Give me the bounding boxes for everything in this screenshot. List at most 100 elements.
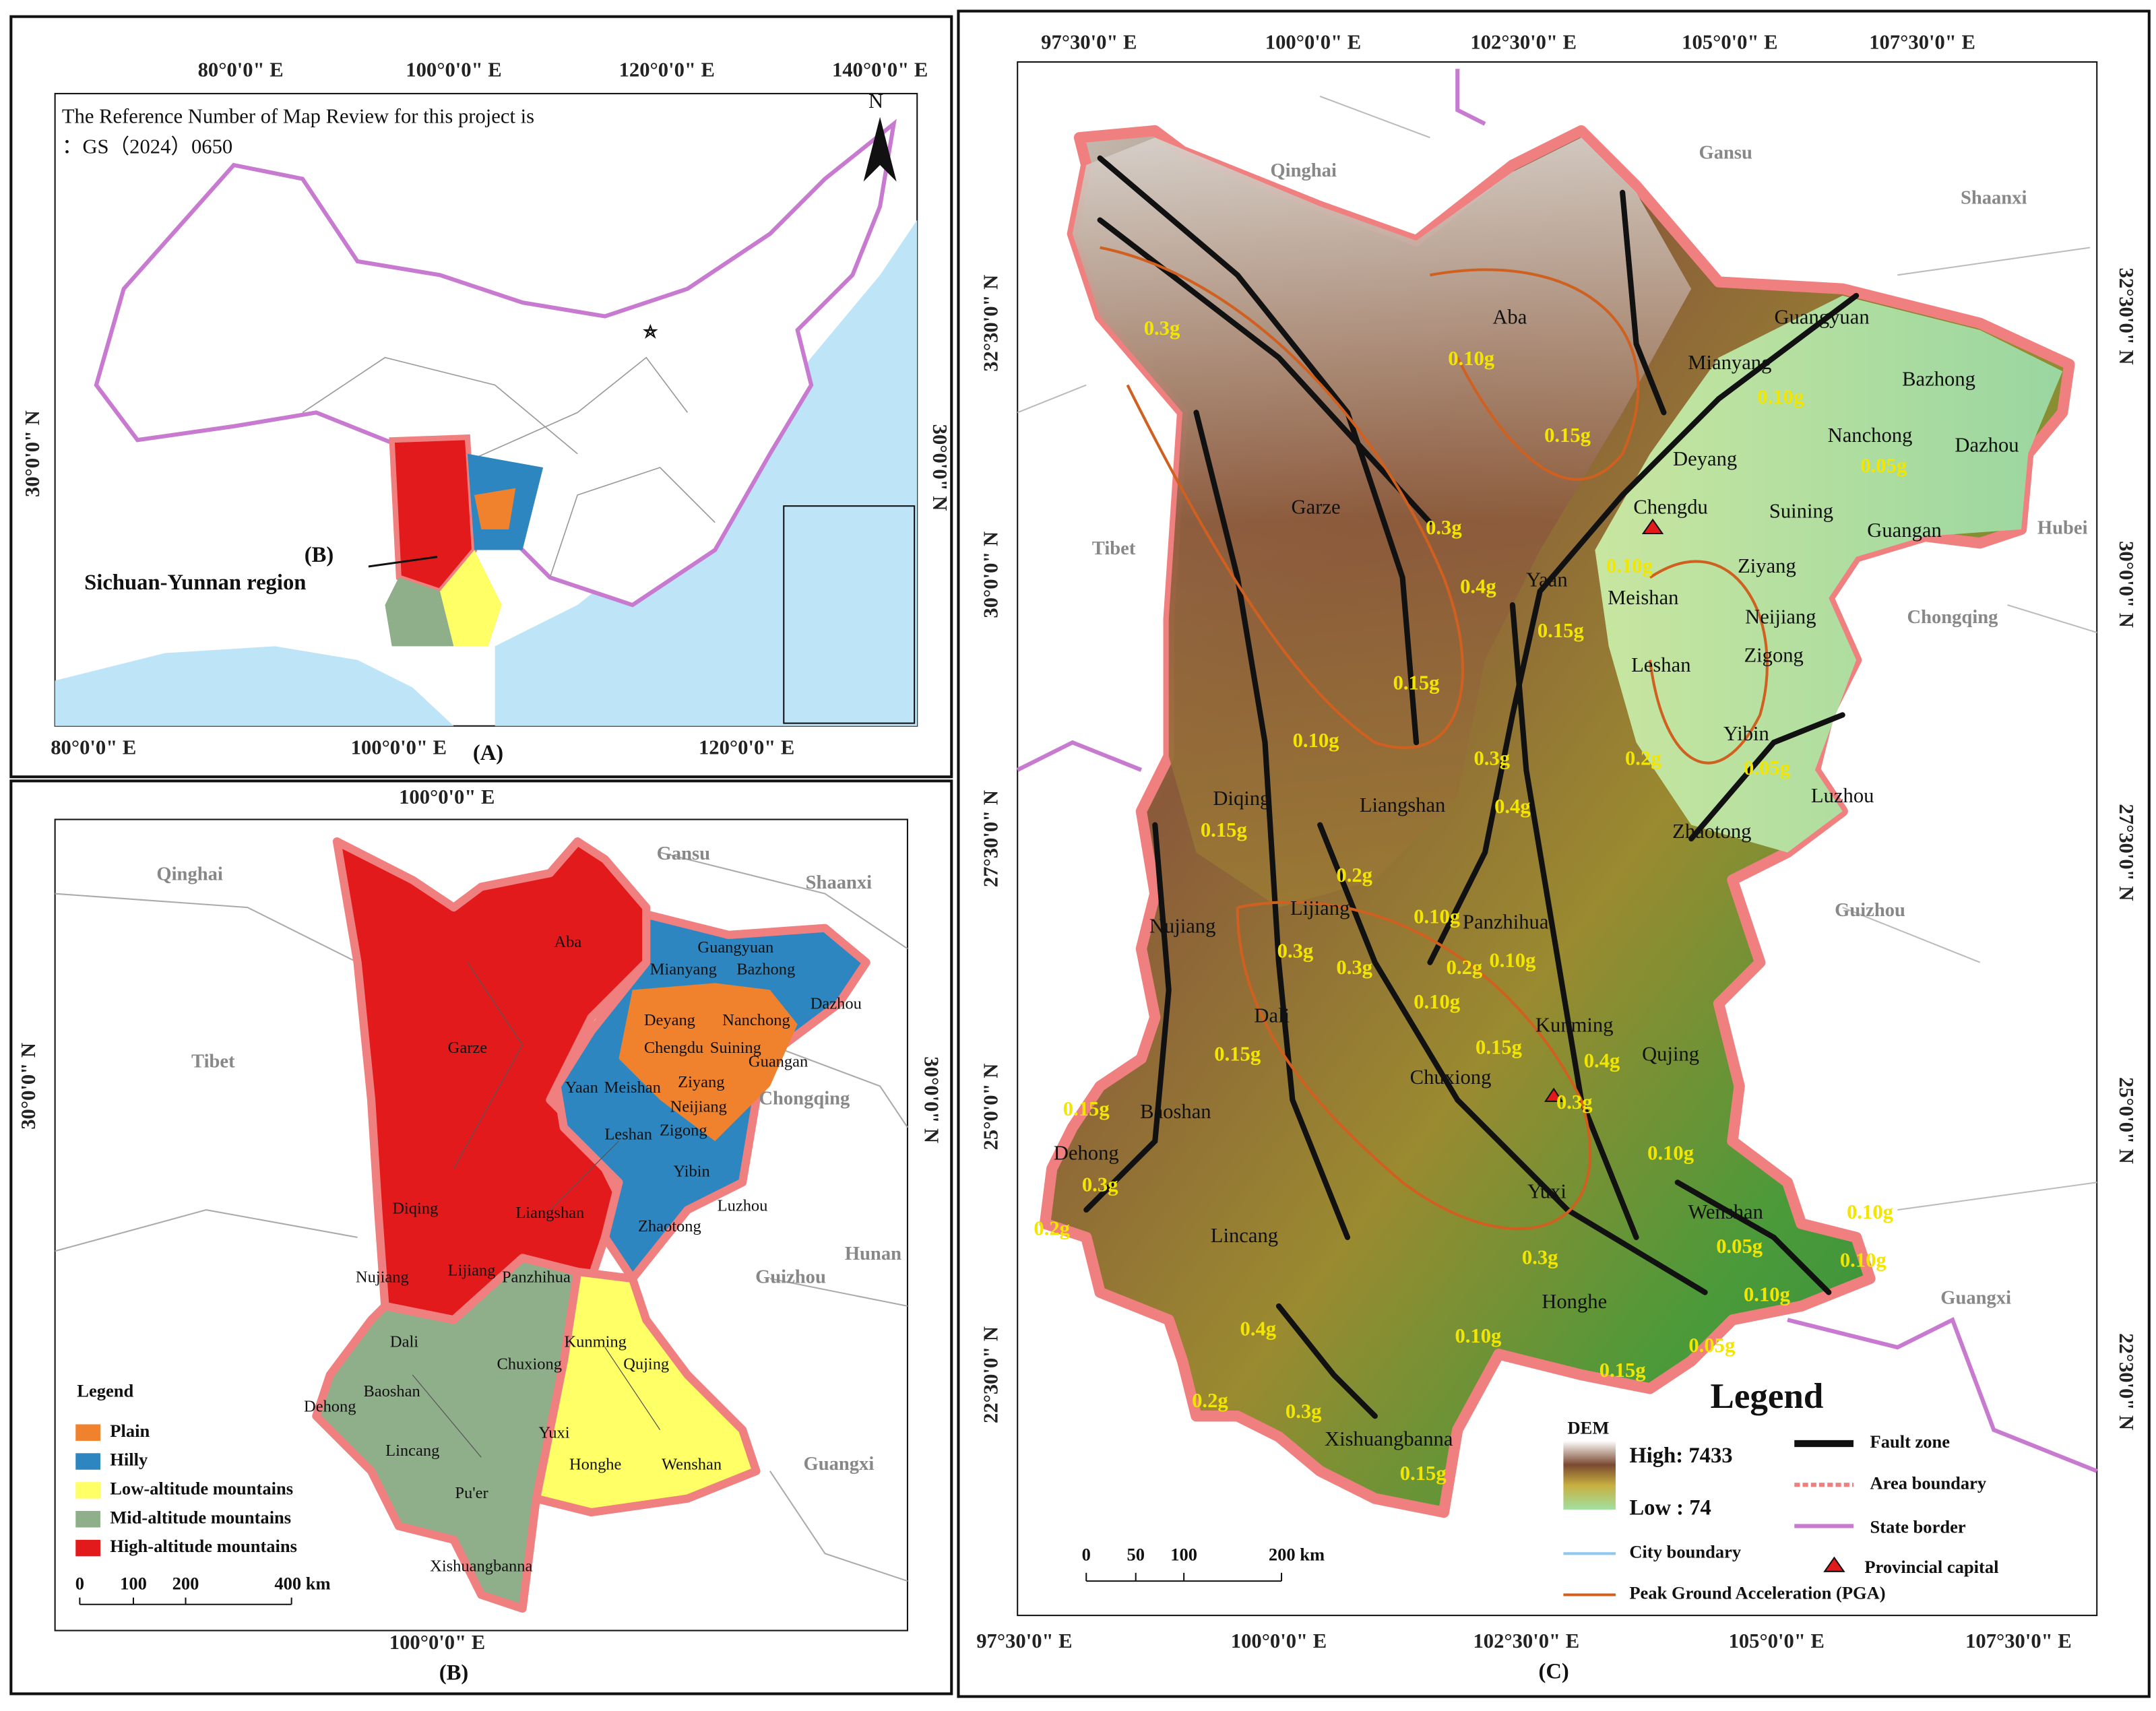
lon-tick-label: 105°0'0" E — [1729, 1629, 1825, 1652]
legend-label: Provincial capital — [1864, 1557, 1998, 1577]
city-label: Liangshan — [515, 1204, 584, 1222]
pga-label: 0.3g — [1522, 1246, 1558, 1269]
fault-zone — [1674, 1180, 1832, 1295]
dem-ramp — [1563, 1440, 1616, 1510]
city-label: Nujiang — [356, 1268, 409, 1287]
pga-label: 0.4g — [1460, 575, 1496, 598]
city-label: Deyang — [1673, 447, 1737, 470]
fault-zone — [1097, 155, 1420, 746]
legend-label: Hilly — [110, 1450, 148, 1470]
city-label: Guangan — [1867, 519, 1942, 542]
city-label: Meishan — [1608, 586, 1678, 609]
city-label: Qujing — [1642, 1043, 1699, 1066]
pga-label: 0.15g — [1393, 672, 1440, 695]
city-label: Chengdu — [1633, 495, 1708, 518]
city-label: Lijiang — [1290, 897, 1350, 919]
province-label: Guangxi — [804, 1454, 875, 1475]
lat-tick-label: 27°30'0" N — [2115, 804, 2138, 901]
pga-label: 0.15g — [1400, 1462, 1447, 1485]
provincial-capital — [1641, 518, 1664, 535]
region-label: Sichuan-Yunnan region — [84, 571, 306, 595]
pga-label: 0.3g — [1082, 1173, 1118, 1196]
pga-label: 0.15g — [1544, 424, 1591, 447]
pga-label: 0.15g — [1476, 1035, 1522, 1058]
lon-tick-label: 100°0'0" E — [1265, 30, 1361, 53]
city-label: Dali — [390, 1333, 418, 1351]
scale-label: 200 — [172, 1573, 199, 1593]
pga-label: 0.3g — [1144, 317, 1180, 340]
scale-label: 0 — [75, 1573, 84, 1593]
city-label: Zhaotong — [638, 1217, 701, 1235]
city-label: Lincang — [1211, 1224, 1278, 1247]
inset-map — [783, 505, 916, 724]
inset-label: (B) — [305, 543, 334, 567]
fault-zone — [1427, 292, 1860, 965]
lon-tick-label: 80°0'0" E — [198, 58, 284, 81]
city-label: Garze — [1292, 495, 1341, 518]
city-label: Qujing — [623, 1355, 669, 1373]
legend-label: City boundary — [1629, 1541, 1741, 1561]
city-label: Yibin — [1723, 722, 1769, 745]
fault-zone — [1275, 1303, 1378, 1419]
lon-tick-label: 80°0'0" E — [51, 736, 136, 758]
lon-tick-label: 100°0'0" E — [351, 736, 447, 758]
pga-contour — [1100, 246, 1464, 750]
lat-tick-label: 22°30'0" N — [980, 1326, 1003, 1423]
high-altitude-region — [332, 837, 651, 1324]
city-label: Dazhou — [811, 995, 862, 1013]
city-label: Guangan — [749, 1052, 808, 1070]
pga-label: 0.15g — [1599, 1359, 1646, 1382]
legend-label: Peak Ground Acceleration (PGA) — [1629, 1583, 1885, 1603]
pga-label: 0.05g — [1716, 1235, 1763, 1258]
city-label: Deyang — [644, 1011, 695, 1029]
city-label: Kunming — [1535, 1014, 1614, 1037]
city-label: Panzhihua — [1463, 911, 1549, 934]
low-altitude-region — [532, 1267, 761, 1517]
city-label: Honghe — [569, 1455, 622, 1473]
province-label: Guizhou — [755, 1267, 826, 1288]
city-label: Guangyuan — [697, 938, 773, 957]
city-label: Honghe — [1542, 1290, 1607, 1313]
city-label: Guangyuan — [1775, 306, 1870, 329]
legend-label: State border — [1870, 1517, 1966, 1537]
lon-tick-label: 100°0'0" E — [399, 785, 495, 808]
city-label: Lijiang — [448, 1262, 496, 1280]
scale-label: 200 km — [1269, 1544, 1325, 1564]
low-altitude-region — [440, 550, 502, 647]
lon-tick-label: 120°0'0" E — [699, 736, 794, 758]
lat-tick-label: 22°30'0" N — [2115, 1333, 2138, 1430]
province-boundary — [1017, 96, 2097, 1211]
legend-label: Mid-altitude mountains — [110, 1507, 291, 1527]
legend-label: DEM — [1568, 1418, 1610, 1438]
city-label: Chuxiong — [497, 1355, 562, 1373]
province-label: Guizhou — [1835, 900, 1905, 921]
city-label: Yibin — [673, 1163, 709, 1181]
city-label: Ziyang — [1738, 554, 1796, 577]
fault-zones — [1083, 155, 1860, 1419]
city-label: Bazhong — [736, 961, 795, 979]
city-label: Dazhou — [1955, 433, 2019, 456]
province-label: Hunan — [845, 1244, 901, 1264]
city-label: Baoshan — [1140, 1100, 1211, 1123]
province-label: Qinghai — [1270, 160, 1336, 181]
scale-bar — [1085, 1572, 1283, 1582]
fault-zone — [1688, 712, 1845, 842]
pga-label: 0.3g — [1286, 1400, 1322, 1423]
city-label: Yaan — [565, 1078, 598, 1097]
pga-label: 0.10g — [1847, 1200, 1893, 1223]
legend-label: Plain — [110, 1421, 150, 1441]
pga-contour — [1430, 268, 1640, 481]
city-label: Aba — [554, 933, 581, 951]
fault-zone — [1317, 822, 1708, 1295]
lat-tick-label: 32°30'0" N — [2115, 268, 2138, 365]
legend-swatch — [75, 1539, 100, 1557]
pga-label: 0.05g — [1688, 1334, 1735, 1357]
city-label: Leshan — [604, 1125, 652, 1143]
lon-tick-label: 102°30'0" E — [1473, 1629, 1579, 1652]
legend-swatch — [75, 1511, 100, 1528]
city-label: Suining — [1769, 499, 1833, 522]
province-label: Gansu — [1699, 142, 1752, 163]
pga-label: 0.05g — [1860, 454, 1907, 477]
scale-label: 0 — [1082, 1544, 1091, 1564]
lon-tick-label: 100°0'0" E — [389, 1631, 485, 1654]
